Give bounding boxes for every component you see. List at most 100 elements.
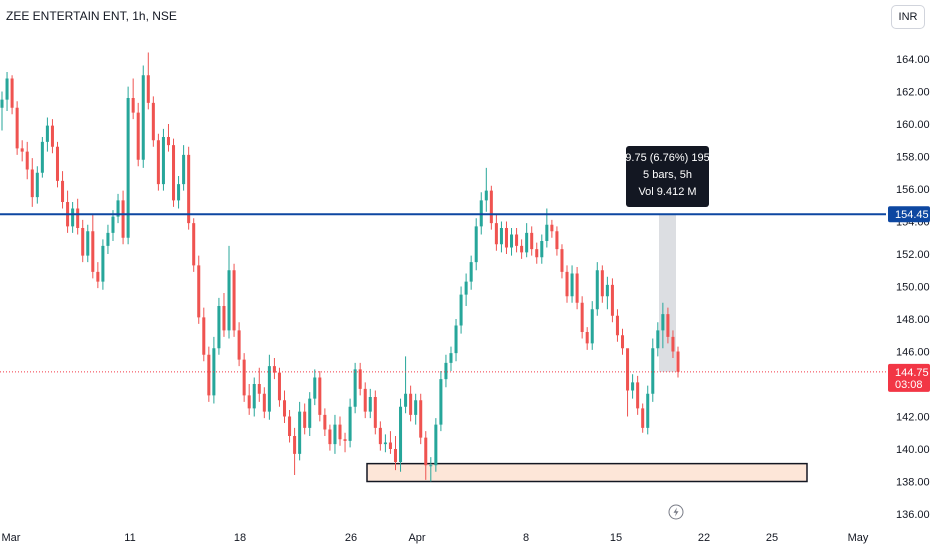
candle-body <box>615 315 619 336</box>
candle-body <box>388 442 392 449</box>
y-tick-label: 140.00 <box>896 444 930 456</box>
candle-body <box>494 223 498 245</box>
candle-body <box>288 416 292 436</box>
measure-bars-text: 5 bars, 5h <box>643 169 692 181</box>
candle-body <box>293 436 297 454</box>
candle-body <box>96 271 100 282</box>
candle-body <box>187 154 191 224</box>
candle-body <box>424 437 428 466</box>
candle-body <box>172 145 176 201</box>
candle-body <box>313 377 317 399</box>
candle-body <box>303 411 307 428</box>
level-price-label: 154.45 <box>895 209 929 221</box>
candle-body <box>525 232 529 253</box>
candle-body <box>61 180 65 202</box>
time-axis[interactable]: Mar 11 18 26 Apr 8 15 22 25 May <box>2 532 869 544</box>
candle-body <box>298 411 302 454</box>
candle-body <box>600 270 604 297</box>
y-tick-label: 156.00 <box>896 184 930 196</box>
last-price-label: 144.75 <box>895 367 929 379</box>
candle-body <box>338 424 342 440</box>
candle-body <box>141 75 145 160</box>
y-tick-label: 158.00 <box>896 152 930 164</box>
candle-body <box>252 384 256 409</box>
candle-body <box>247 395 251 409</box>
candle-body <box>620 335 625 349</box>
candle-body <box>30 169 34 198</box>
candle-body <box>136 112 140 160</box>
candle-body <box>146 75 150 103</box>
symbol-title[interactable]: ZEE ENTERTAIN ENT, 1h, NSE <box>6 9 177 23</box>
price-axis[interactable]: 136.00138.00140.00142.00144.00146.00148.… <box>896 54 930 521</box>
candle-body <box>50 125 54 147</box>
candle-body <box>504 228 508 248</box>
candle-body <box>651 348 655 394</box>
lightning-bolt-icon[interactable] <box>668 504 684 520</box>
candle-body <box>257 384 261 394</box>
candle-body <box>459 294 463 326</box>
candle-body <box>404 393 408 407</box>
candle-body <box>121 200 125 238</box>
candle-body <box>565 271 569 297</box>
candle-body <box>333 424 337 445</box>
candle-body <box>156 140 160 185</box>
candle-body <box>111 216 115 233</box>
candle-body <box>363 388 367 412</box>
candle-body <box>207 354 211 396</box>
candle-body <box>580 302 584 332</box>
candle-body <box>131 98 135 113</box>
candle-body <box>570 273 574 297</box>
candle-body <box>449 353 453 363</box>
y-tick-label: 138.00 <box>896 477 930 489</box>
candle-body <box>232 270 236 331</box>
candle-body <box>10 78 14 108</box>
candle-body <box>353 369 357 407</box>
x-tick-label: 26 <box>345 532 357 544</box>
candle-body <box>343 439 347 441</box>
candle-body <box>419 400 423 438</box>
candle-body <box>237 330 241 360</box>
candle-body <box>499 228 503 245</box>
demand-zone-box <box>366 462 808 483</box>
candle-body <box>116 200 120 217</box>
candle-body <box>605 284 609 297</box>
candle-body <box>242 359 246 396</box>
candle-body <box>0 99 4 108</box>
candle-body <box>636 382 640 409</box>
candle-body <box>550 224 554 232</box>
candle-body <box>378 427 382 445</box>
candle-body <box>323 414 327 430</box>
measure-tooltip: 9.75 (6.76%) 195 5 bars, 5h Vol 9.412 M <box>625 146 710 207</box>
last-price-tag-bg <box>888 363 930 392</box>
candle-body <box>15 107 19 149</box>
candle-body <box>373 397 377 428</box>
candle-body <box>192 223 196 266</box>
candle-body <box>464 281 468 295</box>
last-price-tag: 144.75 03:08 <box>888 363 930 392</box>
candle-body <box>409 393 413 415</box>
x-tick-label: 11 <box>124 532 135 544</box>
candle-body <box>545 224 549 241</box>
candle-body <box>282 400 287 417</box>
x-tick-label: 15 <box>610 532 622 544</box>
candle-body <box>151 102 155 141</box>
candle-body <box>91 231 95 272</box>
currency-button[interactable]: INR <box>891 5 925 29</box>
candle-body <box>348 406 352 441</box>
y-tick-label: 160.00 <box>896 119 930 131</box>
candle-body <box>262 393 266 412</box>
candle-body <box>76 208 80 228</box>
candle-body <box>434 424 438 466</box>
candle-body <box>489 190 493 224</box>
candle-body <box>656 330 660 349</box>
y-tick-label: 148.00 <box>896 314 930 326</box>
candle-body <box>530 232 534 250</box>
measure-tooltip-bg <box>626 146 709 207</box>
candle-body <box>661 314 665 331</box>
candle-body <box>86 231 90 256</box>
level-price-tag: 154.45 <box>888 206 930 223</box>
candle-body <box>55 146 60 181</box>
candle-body <box>393 449 398 462</box>
candle-body <box>126 98 130 238</box>
